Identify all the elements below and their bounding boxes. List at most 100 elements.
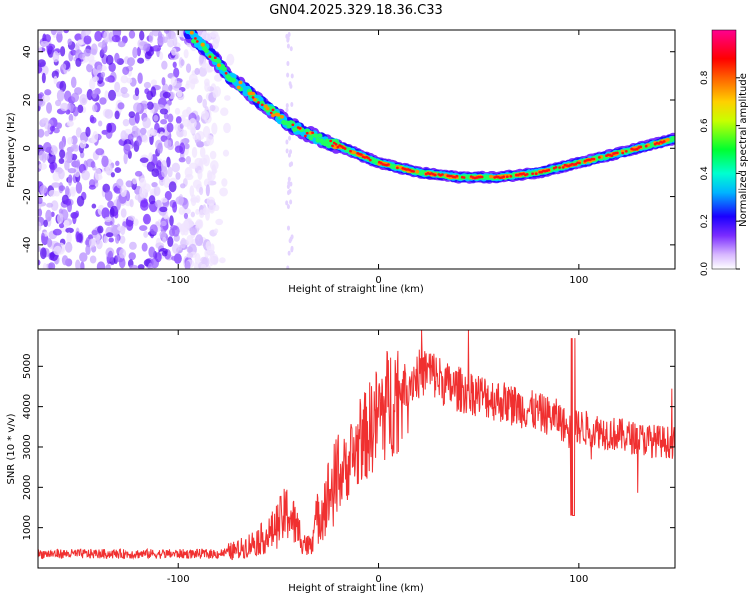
spectrogram-noise-blob xyxy=(196,94,203,104)
spectrogram-noise-blob xyxy=(72,212,77,225)
spectrogram-noise-blob xyxy=(38,46,42,53)
spectrogram-noise-blob xyxy=(89,255,97,264)
spectrogram-ridge-cell xyxy=(203,48,209,54)
spectrogram-noise-blob xyxy=(288,135,292,141)
spectrogram-noise-blob xyxy=(185,63,192,73)
spectrogram-noise-blob xyxy=(290,101,294,107)
spectrogram-ridge-cell xyxy=(317,133,323,139)
spectrogram-noise-blob xyxy=(190,194,197,207)
spectrogram-noise-blob xyxy=(134,87,140,97)
spectrogram-noise-blob xyxy=(161,250,168,257)
spectrogram-noise-blob xyxy=(70,144,77,150)
spectrogram-noise-blob xyxy=(74,33,83,42)
spectrogram-ridge-cell xyxy=(610,154,614,157)
spectrogram-ridge-cell xyxy=(367,156,370,160)
spectrogram-noise-blob xyxy=(180,183,186,189)
spectrogram-ridge-cell xyxy=(343,147,347,150)
spectrogram-noise-blob xyxy=(56,89,65,102)
spectrogram-y-tick-label: 20 xyxy=(22,94,33,107)
snr-frame xyxy=(37,329,676,569)
spectrogram-ridge xyxy=(183,30,675,184)
spectrogram-noise-blob xyxy=(56,213,64,224)
spectrogram-ridge-cell xyxy=(257,101,260,104)
spectrogram-noise-blob xyxy=(60,102,69,112)
spectrogram-noise-blob xyxy=(175,172,181,180)
snr-x-tick-label: -100 xyxy=(167,574,190,585)
spectrogram-noise-blob xyxy=(75,259,81,269)
spectrogram-noise-blob xyxy=(151,168,160,178)
snr-y-ticks: 1000 2000 3000 4000 5000 xyxy=(22,354,675,540)
spectrogram-noise-blob xyxy=(148,31,154,43)
spectrogram-ridge-cell xyxy=(455,174,459,178)
spectrogram-noise-blob xyxy=(204,82,211,92)
spectrogram-noise-blob xyxy=(74,49,83,61)
spectrogram-noise-blob xyxy=(53,75,58,85)
spectrogram-noise-blob xyxy=(94,30,103,42)
spectrogram-ridge-cell xyxy=(639,145,643,149)
spectrogram-ridge-cell xyxy=(635,147,639,151)
spectrogram-noise-blob xyxy=(139,200,149,211)
spectrogram-noise-blob xyxy=(44,130,50,137)
spectrogram-noise-blob xyxy=(96,239,103,250)
spectrogram-noise-blob xyxy=(52,228,62,236)
spectrogram-noise-blob xyxy=(285,148,289,154)
spectrogram-noise-blob xyxy=(104,216,112,223)
spectrogram-ridge-cell xyxy=(280,115,284,119)
spectrogram-ridge-cell xyxy=(329,139,333,143)
spectrogram-noise-blob xyxy=(59,46,66,57)
spectrogram-noise-blob xyxy=(200,256,208,264)
spectrogram-noise-blob xyxy=(222,149,230,157)
spectrogram-noise-blob xyxy=(128,252,136,261)
spectrogram-noise-blob xyxy=(137,57,145,64)
spectrogram-ridge-cell xyxy=(238,80,243,85)
spectrogram-noise-blob xyxy=(129,264,138,269)
spectrogram-ridge-cell xyxy=(441,173,444,176)
spectrogram-noise-blob xyxy=(83,30,92,36)
spectrogram-noise-blob xyxy=(114,167,122,173)
spectrogram-noise-blob xyxy=(206,196,216,206)
spectrogram-ridge-cell xyxy=(531,172,534,175)
spectrogram-noise-blob xyxy=(48,262,56,269)
spectrogram-noise-blob xyxy=(170,225,178,231)
spectrogram-noise-blob xyxy=(168,181,177,193)
spectrogram-noise-blob xyxy=(61,63,67,71)
spectrogram-ridge-cell xyxy=(230,77,236,83)
spectrogram-ridge-cell xyxy=(260,103,264,107)
spectrogram-ridge-cell xyxy=(412,170,415,173)
spectrogram-noise-blob xyxy=(77,104,84,114)
spectrogram-noise-blob xyxy=(106,122,113,133)
spectrogram-noise-blob xyxy=(92,75,99,82)
spectrogram-ridge-cell xyxy=(597,156,601,159)
spectrogram-noise-blob xyxy=(226,53,235,66)
spectrogram-noise-blob xyxy=(202,98,207,109)
spectrogram-ridge-cell xyxy=(433,173,437,177)
spectrogram-noise-blob xyxy=(80,261,85,269)
spectrogram-ridge-cell xyxy=(213,56,217,59)
spectrogram-ridge-cell xyxy=(271,108,275,112)
spectrogram-noise-blob xyxy=(139,225,148,231)
spectrogram-noise-blob xyxy=(171,255,180,261)
spectrogram-noise-blob xyxy=(172,61,177,68)
spectrogram-noise-blob xyxy=(128,30,136,39)
spectrogram-noise-blob xyxy=(70,49,77,56)
spectrogram-x-tick-label: -100 xyxy=(167,275,190,286)
spectrogram-noise-blob xyxy=(52,51,60,63)
spectrogram-noise-blob xyxy=(111,34,121,43)
spectrogram-x-ticks: -100 0 100 xyxy=(167,30,588,286)
spectrogram-noise-blob xyxy=(156,160,162,170)
spectrogram-noise-blob xyxy=(212,38,219,50)
spectrogram-noise-blob xyxy=(180,59,185,67)
spectrogram-ridge-cell xyxy=(195,40,199,43)
spectrogram-noise-blob xyxy=(123,143,131,155)
spectrogram-noise-blob xyxy=(43,219,48,228)
spectrogram-noise-blob xyxy=(212,88,219,99)
spectrogram-ridge-cell xyxy=(665,137,670,142)
spectrogram-noise-blob xyxy=(41,117,48,124)
spectrogram-noise-blob xyxy=(79,252,88,263)
spectrogram-noise-blob xyxy=(105,76,114,83)
spectrogram-noise-blob xyxy=(195,131,205,141)
spectrogram-ridge-cell xyxy=(269,111,273,115)
spectrogram-noise-blob xyxy=(126,57,135,67)
spectrogram-noise-blob xyxy=(105,54,114,65)
